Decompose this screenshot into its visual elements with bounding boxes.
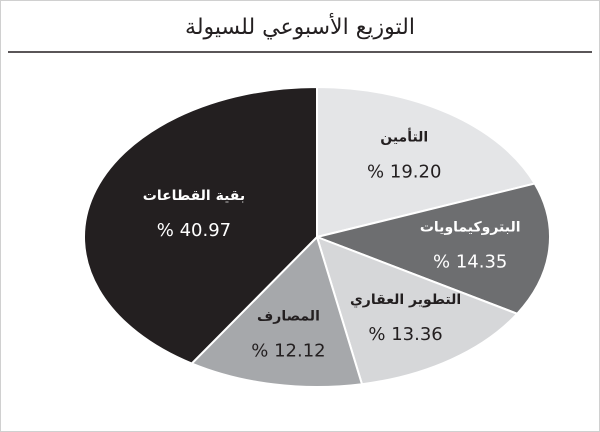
slice-label: بقية القطاعات: [143, 188, 245, 204]
pie-slice: [316, 85, 537, 239]
pie-slice: [315, 235, 519, 386]
slice-label: المصارف: [257, 308, 320, 324]
pie-slice: [83, 85, 318, 365]
slice-value: % 12.12: [251, 340, 325, 361]
slice-value: % 19.20: [367, 161, 441, 182]
slice-value: % 13.36: [368, 324, 442, 345]
chart-title: التوزيع الأسبوعي للسيولة: [185, 13, 415, 40]
slice-value: % 14.35: [433, 252, 507, 273]
slice-value: % 40.97: [157, 220, 231, 241]
slice-label: البتروكيماويات: [420, 220, 521, 236]
pie-slice: [190, 235, 364, 388]
pie-slice: [313, 182, 551, 315]
slice-label: التأمين: [380, 127, 428, 145]
slice-label: التطوير العقاري: [350, 292, 461, 309]
